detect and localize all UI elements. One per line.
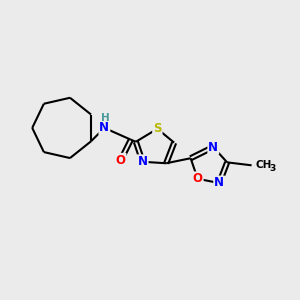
Text: O: O — [116, 154, 126, 167]
Text: 3: 3 — [270, 164, 276, 173]
Text: N: N — [99, 122, 110, 134]
Text: H: H — [101, 112, 110, 123]
Text: S: S — [153, 122, 162, 135]
Text: N: N — [138, 155, 148, 168]
Text: N: N — [208, 141, 218, 154]
Text: O: O — [193, 172, 203, 185]
Text: N: N — [214, 176, 224, 190]
Text: CH: CH — [255, 160, 272, 170]
